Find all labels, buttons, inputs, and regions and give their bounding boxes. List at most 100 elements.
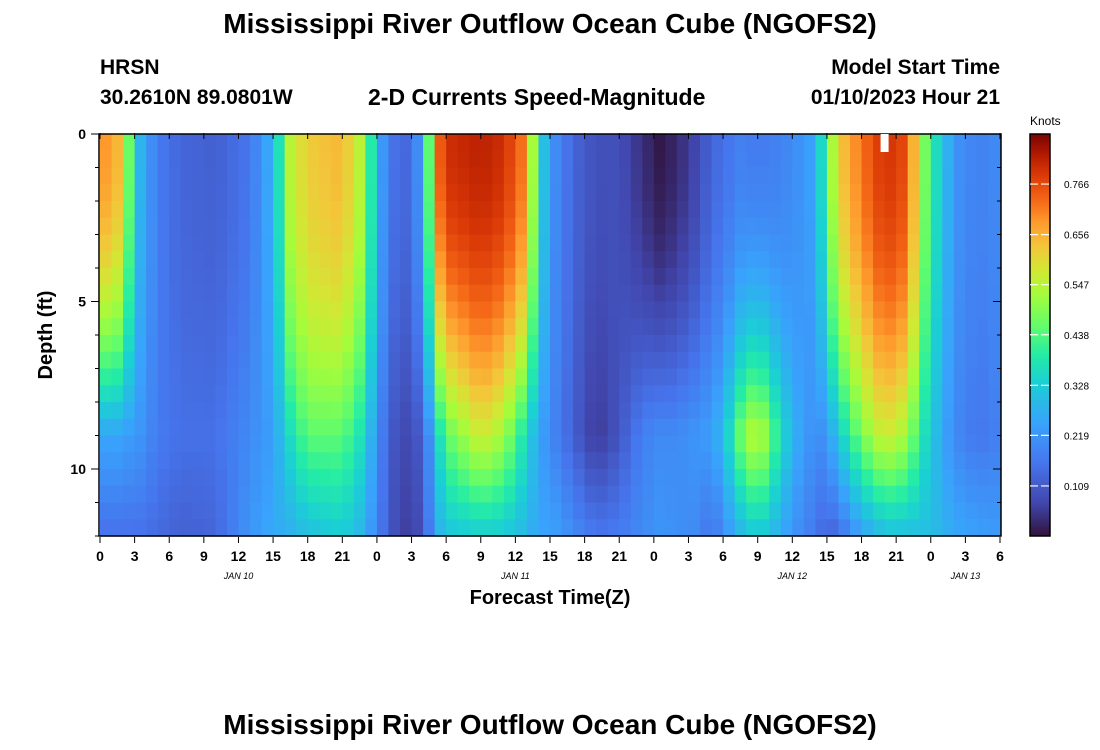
heatmap-cell	[469, 485, 482, 504]
heatmap-cell	[700, 301, 713, 319]
heatmap-cell	[850, 318, 863, 336]
heatmap-cell	[307, 335, 320, 353]
heatmap-cell	[711, 167, 724, 185]
heatmap-cell	[734, 502, 747, 520]
heatmap-cell	[619, 234, 632, 252]
heatmap-cell	[146, 251, 159, 269]
heatmap-cell	[215, 418, 228, 437]
heatmap-cell	[273, 502, 286, 520]
heatmap-cell	[273, 301, 286, 319]
heatmap-cell	[400, 268, 413, 286]
heatmap-cell	[526, 418, 540, 437]
heatmap-cell	[919, 301, 932, 319]
heatmap-cell	[711, 351, 724, 370]
heatmap-cell	[930, 150, 943, 169]
heatmap-cell	[446, 519, 459, 537]
heatmap-cell	[792, 519, 805, 537]
heatmap-cell	[711, 201, 724, 219]
heatmap-cell	[838, 418, 851, 437]
heatmap-cell	[100, 268, 113, 286]
heatmap-cell	[423, 519, 436, 537]
heatmap-cell	[376, 134, 390, 152]
heatmap-cell	[342, 234, 355, 252]
y-tick-label: 0	[78, 126, 86, 142]
heatmap-cell	[492, 469, 505, 487]
station-name: HRSN	[100, 56, 160, 79]
heatmap-cell	[400, 469, 413, 487]
heatmap-cell	[226, 234, 240, 252]
heatmap-cell	[538, 184, 551, 202]
heatmap-cell	[723, 284, 736, 303]
heatmap-cell	[884, 519, 897, 537]
heatmap-cell	[388, 335, 401, 353]
heatmap-cell	[296, 335, 309, 353]
heatmap-cell	[515, 150, 528, 169]
heatmap-cell	[296, 418, 309, 437]
heatmap-cell	[838, 469, 851, 487]
heatmap-cell	[688, 402, 701, 420]
heatmap-cell	[261, 201, 274, 219]
heatmap-cell	[850, 385, 863, 403]
heatmap-cell	[988, 418, 1001, 437]
heatmap-cell	[573, 268, 586, 286]
heatmap-cell	[584, 368, 597, 386]
heatmap-cell	[169, 502, 182, 520]
heatmap-cell	[746, 184, 759, 202]
heatmap-cell	[376, 452, 390, 470]
heatmap-cell	[492, 502, 505, 520]
heatmap-cell	[146, 452, 159, 470]
heatmap-cell	[896, 485, 909, 504]
heatmap-cell	[780, 519, 793, 537]
heatmap-cell	[584, 418, 597, 437]
heatmap-cell	[919, 318, 932, 336]
heatmap-cell	[226, 201, 240, 219]
heatmap-cell	[653, 502, 666, 520]
heatmap-cell	[296, 502, 309, 520]
heatmap-cell	[988, 150, 1001, 169]
heatmap-cell	[561, 502, 574, 520]
heatmap-cell	[815, 184, 828, 202]
heatmap-cell	[907, 268, 920, 286]
heatmap-cell	[492, 234, 505, 252]
heatmap-cell	[630, 134, 643, 152]
heatmap-cell	[907, 167, 920, 185]
heatmap-cell	[561, 402, 574, 420]
heatmap-cell	[307, 150, 320, 169]
heatmap-cell	[469, 385, 482, 403]
heatmap-cell	[411, 284, 424, 303]
heatmap-cell	[180, 502, 193, 520]
heatmap-cell	[850, 519, 863, 537]
heatmap-cell	[261, 251, 274, 269]
heatmap-cell	[942, 385, 955, 403]
heatmap-cell	[100, 418, 113, 437]
heatmap-cell	[273, 368, 286, 386]
heatmap-cell	[896, 335, 909, 353]
heatmap-cell	[676, 201, 690, 219]
heatmap-cell	[342, 251, 355, 269]
heatmap-cell	[769, 284, 782, 303]
heatmap-cell	[307, 519, 320, 537]
heatmap-cell	[653, 402, 666, 420]
heatmap-cell	[353, 502, 366, 520]
heatmap-cell	[469, 167, 482, 185]
heatmap-cell	[861, 435, 874, 453]
heatmap-cell	[976, 201, 990, 219]
heatmap-cell	[826, 150, 840, 169]
heatmap-cell	[573, 519, 586, 537]
heatmap-cell	[169, 217, 182, 236]
heatmap-cell	[169, 469, 182, 487]
heatmap-cell	[665, 435, 678, 453]
heatmap-cell	[676, 402, 690, 420]
page-title: Mississippi River Outflow Ocean Cube (NG…	[223, 8, 877, 39]
heatmap-cell	[376, 519, 390, 537]
heatmap-cell	[353, 284, 366, 303]
heatmap-cell	[526, 485, 540, 504]
heatmap-cell	[342, 368, 355, 386]
heatmap-cell	[573, 234, 586, 252]
heatmap-cell	[457, 318, 470, 336]
heatmap-cell	[850, 201, 863, 219]
heatmap-cell	[688, 301, 701, 319]
heatmap-cell	[884, 301, 897, 319]
heatmap-cell	[711, 519, 724, 537]
heatmap-cell	[423, 184, 436, 202]
